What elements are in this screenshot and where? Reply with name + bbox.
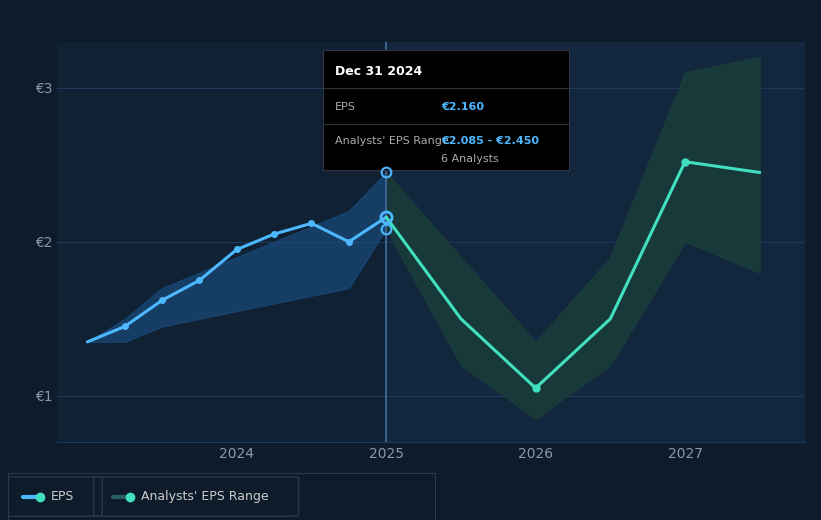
- Text: Actual: Actual: [334, 108, 378, 121]
- Text: Analysts' EPS Range: Analysts' EPS Range: [140, 490, 268, 503]
- Text: Analysts Forecasts: Analysts Forecasts: [393, 108, 510, 121]
- Text: EPS: EPS: [51, 490, 74, 503]
- Bar: [386, 42, 805, 442]
